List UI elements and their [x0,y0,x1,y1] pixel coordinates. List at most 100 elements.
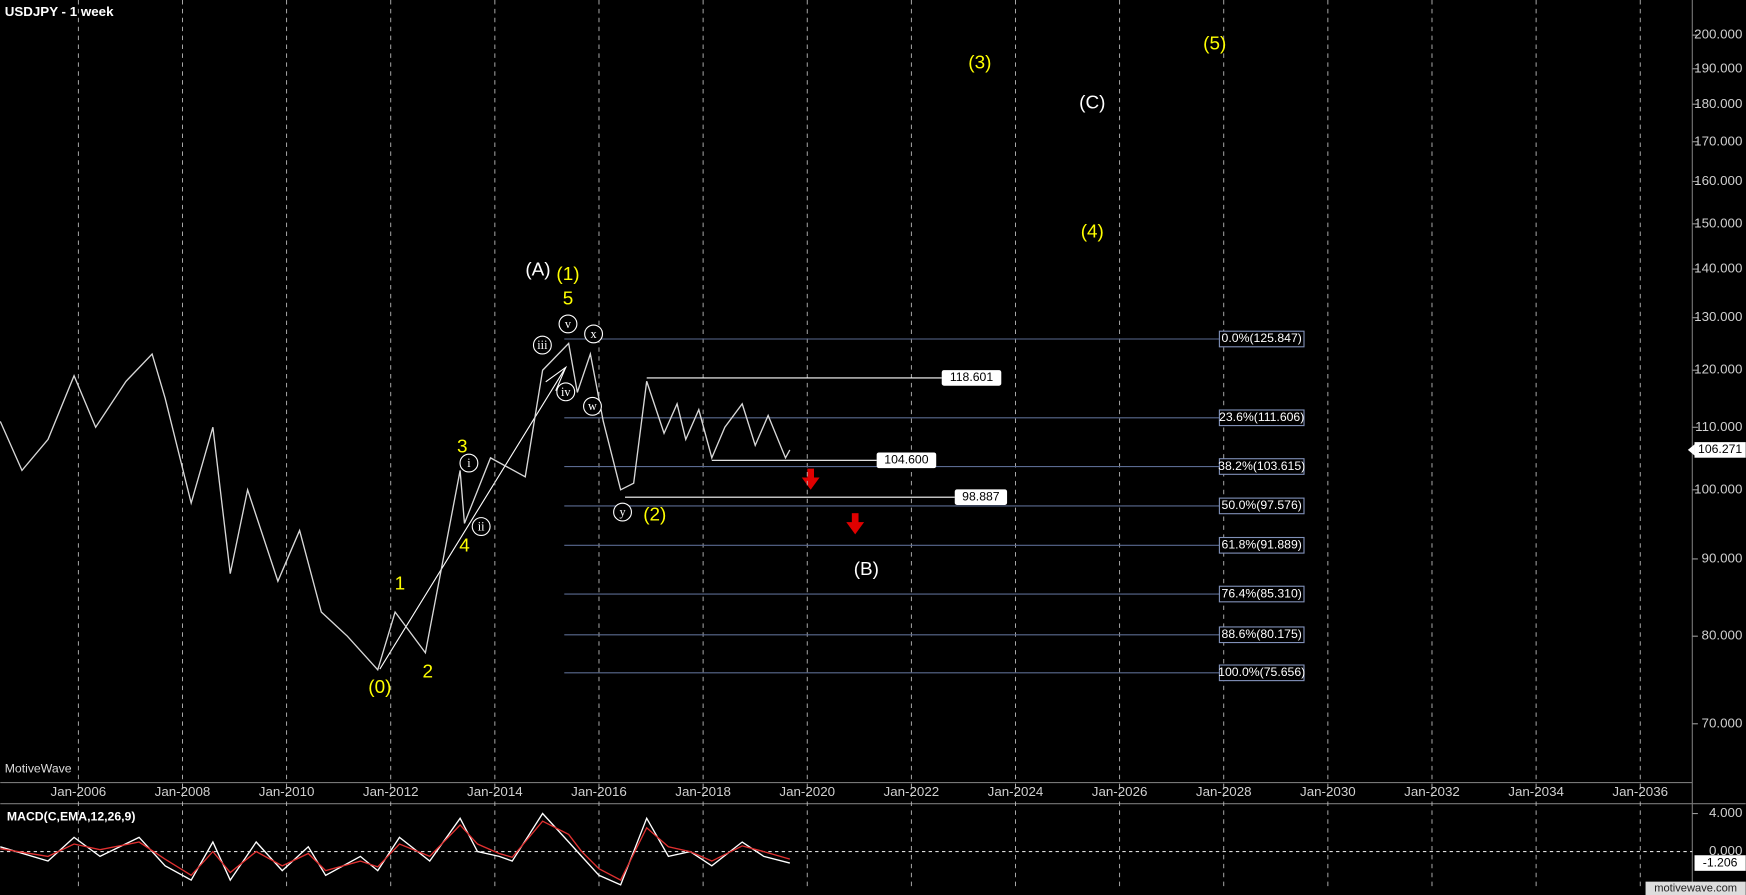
wave-circle [584,324,604,344]
wave-label: 5 [563,288,574,309]
wave-label: i [467,456,471,470]
fib-label: 23.6%(111.606) [1219,410,1304,424]
price-level-box [954,489,1008,505]
wave-label: 4 [459,536,470,557]
fib-label: 88.6%(80.175) [1222,627,1302,641]
footer: motivewave.com [1654,882,1737,894]
fib-label: 100.0%(75.656) [1218,665,1305,679]
y-tick-label: 120.000 [1694,362,1742,377]
wave-label: (A) [525,260,550,281]
x-tick-label: Jan-2020 [779,784,835,799]
wave-label: v [565,317,572,331]
y-tick-label: 90.000 [1702,550,1743,565]
wave-label: ii [478,519,485,533]
footer-box [1645,881,1746,895]
y-tick-label: 200.000 [1694,27,1742,42]
wave-label: (5) [1203,34,1226,55]
fib-label: 38.2%(103.615) [1218,459,1305,473]
y-tick-label: 110.000 [1695,419,1742,434]
y-tick-label: 0.000 [1709,843,1742,858]
x-tick-label: Jan-2034 [1508,784,1564,799]
last-price-pointer [1687,444,1695,456]
down-arrow [801,468,820,490]
y-tick-label: 160.000 [1694,173,1742,188]
price-level-box [941,370,1002,386]
macd-line [0,820,791,881]
wave-label: y [619,505,626,519]
wave-circle [459,453,479,473]
wave-circle [583,396,602,416]
price-level-box [876,452,937,469]
fib-label: 50.0%(97.576) [1222,498,1302,512]
wave-label: (2) [643,504,666,525]
y-tick-label: 170.000 [1694,133,1742,148]
wave-label: 1 [395,573,406,594]
last-macd-label: -1.206 [1703,855,1738,869]
last-price-label: 106.271 [1698,442,1742,456]
fib-label: 61.8%(91.889) [1222,538,1302,552]
wave-circle [613,502,632,522]
wave-label: (C) [1079,93,1105,114]
x-tick-label: Jan-2024 [988,784,1044,799]
wave-circle [558,314,578,334]
wave-label: w [588,399,597,413]
wave-circle [532,335,552,355]
fib-label-box [1218,409,1305,427]
wave-label: (1) [556,264,579,285]
wave-label: x [591,327,597,341]
price-level-label: 104.600 [884,453,928,467]
x-tick-label: Jan-2036 [1612,784,1668,799]
y-tick-label: 70.000 [1702,715,1743,730]
price-level-label: 98.887 [962,489,1000,503]
y-tick-label: 150.000 [1694,215,1742,230]
macd-line [0,812,791,886]
fib-label-box [1218,585,1305,603]
x-tick-label: Jan-2008 [155,784,211,799]
x-tick-label: Jan-2030 [1300,784,1356,799]
y-tick-label: 190.000 [1694,60,1742,75]
wave-label: (4) [1081,222,1104,243]
chart-title: USDJPY - 1 week [5,4,114,19]
x-tick-label: Jan-2010 [259,784,315,799]
fib-label-box [1218,664,1305,682]
x-tick-label: Jan-2028 [1196,784,1252,799]
y-tick-label: 4.000 [1709,805,1742,820]
x-tick-label: Jan-2012 [363,784,419,799]
wave-label: (0) [368,677,391,698]
fib-label-box [1218,536,1305,554]
wave-label: (B) [854,559,879,580]
x-tick-label: Jan-2018 [675,784,731,799]
price-line [0,342,791,672]
wave-circle [471,517,491,536]
y-tick-label: 180.000 [1694,96,1742,111]
fib-label-box [1218,458,1305,475]
last-price-box [1694,442,1746,458]
fib-label: 0.0%(125.847) [1222,331,1302,345]
wave-circle [556,382,576,402]
x-tick-label: Jan-2016 [571,784,627,799]
wave-label: 2 [422,661,433,682]
fib-label-box [1218,330,1305,348]
x-tick-label: Jan-2022 [884,784,940,799]
wave-label: (3) [968,52,991,73]
x-tick-label: Jan-2014 [467,784,523,799]
x-tick-label: Jan-2032 [1404,784,1460,799]
trend-arrow [545,365,568,391]
last-macd-box [1694,855,1746,871]
down-arrow [846,513,865,535]
x-tick-label: Jan-2026 [1092,784,1148,799]
fib-label: 76.4%(85.310) [1222,586,1302,600]
y-tick-label: 80.000 [1702,628,1743,643]
wave-label: iv [561,385,571,399]
watermark: MotiveWave [5,761,72,775]
x-tick-label: Jan-2006 [51,784,107,799]
y-tick-label: 130.000 [1694,309,1742,324]
fib-label-box [1218,626,1305,644]
wave-label: iii [537,338,548,352]
price-level-label: 118.601 [950,370,994,384]
y-tick-label: 100.000 [1694,481,1742,496]
wave-label: 3 [457,437,468,458]
